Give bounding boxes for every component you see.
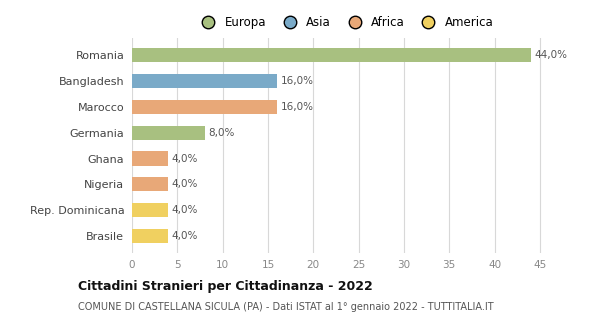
Bar [132,48,531,62]
Bar [132,151,168,166]
Text: 44,0%: 44,0% [535,50,568,60]
Bar [132,74,277,88]
Bar [132,177,168,191]
Text: Cittadini Stranieri per Cittadinanza - 2022: Cittadini Stranieri per Cittadinanza - 2… [78,280,373,292]
Bar [132,100,277,114]
Text: 16,0%: 16,0% [281,102,314,112]
Text: 4,0%: 4,0% [172,154,198,164]
Text: 4,0%: 4,0% [172,179,198,189]
Bar [132,203,168,217]
Text: 16,0%: 16,0% [281,76,314,86]
Text: 4,0%: 4,0% [172,231,198,241]
Text: 4,0%: 4,0% [172,205,198,215]
Legend: Europa, Asia, Africa, America: Europa, Asia, Africa, America [196,16,494,29]
Bar [132,125,205,140]
Text: 8,0%: 8,0% [208,128,235,138]
Bar [132,229,168,243]
Text: COMUNE DI CASTELLANA SICULA (PA) - Dati ISTAT al 1° gennaio 2022 - TUTTITALIA.IT: COMUNE DI CASTELLANA SICULA (PA) - Dati … [78,302,494,312]
